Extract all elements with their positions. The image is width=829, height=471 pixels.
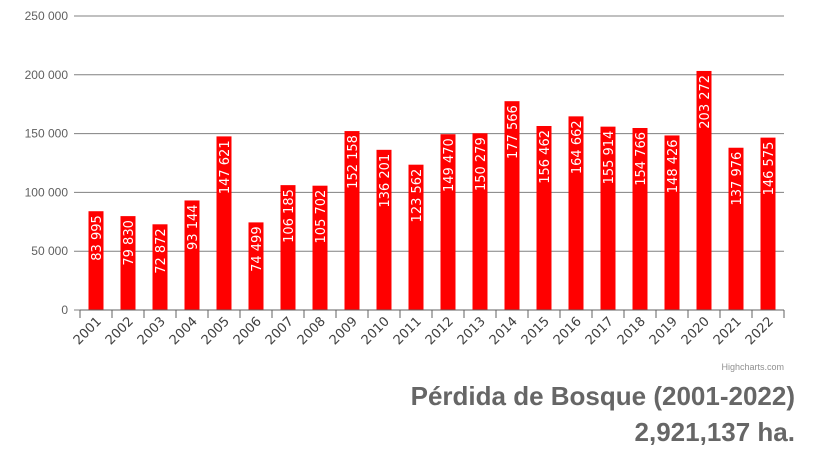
x-tick-label: 2006 [231,314,265,348]
y-tick-label: 50 000 [31,244,68,258]
y-axis: 0 50 000 100 000 150 000 200 000 250 000 [25,9,69,317]
bar[interactable] [184,200,200,310]
bars [88,70,776,311]
x-tick-label: 2016 [551,314,585,348]
data-label: 74 499 [250,226,265,271]
bar[interactable] [632,127,648,311]
x-tick-label: 2004 [167,314,201,348]
x-tick-label: 2011 [391,314,425,348]
credits-link[interactable]: Highcharts.com [721,362,784,372]
bar[interactable] [440,134,456,310]
x-tick-label: 2018 [615,314,649,348]
bar[interactable] [120,216,136,310]
data-label: 164 662 [570,120,585,174]
x-tick-label: 2020 [679,314,713,348]
bar[interactable] [472,133,488,310]
bar[interactable] [504,101,520,311]
data-label: 146 575 [762,142,777,196]
bar[interactable] [344,131,360,310]
bar[interactable] [696,70,712,311]
data-label: 155 914 [602,131,617,185]
x-tick-label: 2002 [103,314,137,348]
bar[interactable] [408,164,424,310]
bar[interactable] [536,126,552,310]
x-tick-label: 2005 [199,314,233,348]
title-block: Pérdida de Bosque (2001-2022) 2,921,137 … [411,378,795,450]
y-tick-label: 200 000 [25,68,69,82]
x-tick-label: 2009 [327,314,361,348]
x-tick-label: 2008 [295,314,329,348]
x-tick-label: 2012 [423,314,457,348]
data-label: 123 562 [410,169,425,223]
data-label: 137 976 [730,152,745,206]
data-label: 203 272 [698,75,713,129]
x-tick-label: 2010 [359,314,393,348]
data-label: 83 995 [90,215,105,260]
chart-subtitle: 2,921,137 ha. [634,417,795,447]
bar[interactable] [248,222,264,310]
data-label: 156 462 [538,130,553,184]
x-tick-label: 2021 [711,314,745,348]
data-label: 148 426 [666,139,681,193]
x-axis: 2001200220032004200520062007200820092010… [71,309,785,348]
data-labels: 83 995 79 830 72 872 93 144 147 621 74 499 106… [90,75,777,274]
bar[interactable] [88,211,104,310]
x-tick-label: 2014 [487,314,521,348]
y-tick-label: 0 [61,303,68,317]
bar[interactable] [728,147,744,310]
bar[interactable] [664,135,680,310]
data-label: 150 279 [474,137,489,191]
bar[interactable] [312,185,328,310]
chart-title: Pérdida de Bosque (2001-2022) [410,381,795,411]
data-label: 72 872 [154,228,169,274]
x-tick-label: 2015 [519,314,553,348]
data-label: 93 144 [186,204,201,250]
data-label: 105 702 [314,190,329,244]
data-label: 136 201 [378,154,393,208]
x-tick-label: 2001 [71,314,105,348]
bar[interactable] [216,136,232,310]
y-tick-label: 250 000 [25,9,69,23]
x-tick-label: 2019 [647,314,681,348]
bar[interactable] [568,116,584,311]
bar[interactable] [280,185,296,310]
data-label: 147 621 [218,140,233,194]
x-tick-label: 2017 [583,314,617,348]
data-label: 152 158 [346,135,361,189]
x-tick-label: 2007 [263,314,297,348]
data-label: 106 185 [282,189,297,243]
bar[interactable] [760,137,776,310]
x-tick-label: 2013 [455,314,489,348]
data-label: 149 470 [442,138,457,192]
data-label: 154 766 [634,132,649,186]
bar[interactable] [600,126,616,310]
x-tick-label: 2022 [743,314,777,348]
bar[interactable] [152,224,168,310]
data-label: 79 830 [122,220,137,266]
bar[interactable] [376,149,392,310]
x-tick-label: 2003 [135,314,169,348]
y-tick-label: 150 000 [25,127,69,141]
y-tick-label: 100 000 [25,185,69,199]
data-label: 177 566 [506,105,521,159]
